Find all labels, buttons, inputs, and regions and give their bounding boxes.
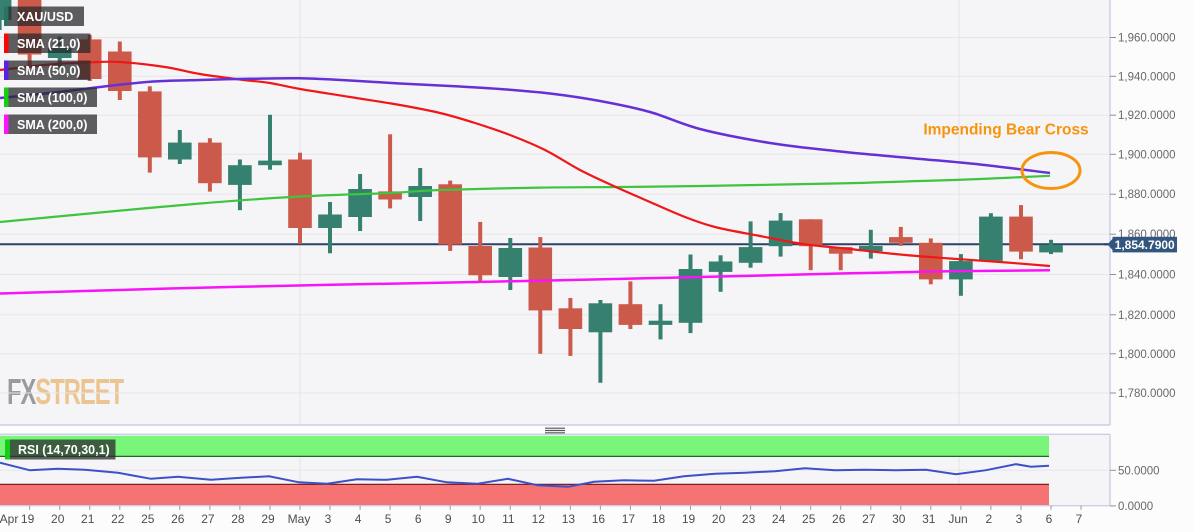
svg-text:Jun: Jun [948,512,967,526]
svg-text:1,854.7900: 1,854.7900 [1115,238,1175,252]
svg-text:1,840.0000: 1,840.0000 [1118,270,1176,282]
svg-text:27: 27 [201,512,215,526]
svg-text:25: 25 [802,512,816,526]
svg-text:30: 30 [892,512,906,526]
svg-text:26: 26 [832,512,846,526]
svg-text:1,960.0000: 1,960.0000 [1118,33,1176,45]
svg-text:Impending Bear Cross: Impending Bear Cross [923,122,1088,139]
svg-text:1,880.0000: 1,880.0000 [1118,189,1176,201]
svg-text:3: 3 [325,512,332,526]
svg-text:SMA (100,0): SMA (100,0) [17,91,87,105]
svg-text:7: 7 [1076,512,1083,526]
svg-text:SMA (50,0): SMA (50,0) [17,64,80,78]
svg-text:1,940.0000: 1,940.0000 [1118,71,1176,83]
svg-text:11: 11 [502,512,515,526]
svg-text:50.0000: 50.0000 [1118,465,1160,477]
svg-text:1,780.0000: 1,780.0000 [1118,388,1176,400]
svg-text:1,820.0000: 1,820.0000 [1118,310,1176,322]
svg-text:22: 22 [111,512,125,526]
svg-text:21: 21 [81,512,95,526]
svg-text:Apr: Apr [0,512,18,526]
svg-text:27: 27 [862,512,876,526]
svg-text:1,900.0000: 1,900.0000 [1118,149,1176,161]
svg-text:RSI (14,70,30,1): RSI (14,70,30,1) [18,443,110,457]
svg-text:20: 20 [51,512,65,526]
svg-text:19: 19 [682,512,696,526]
svg-text:6: 6 [415,512,422,526]
svg-text:25: 25 [141,512,155,526]
svg-text:13: 13 [562,512,576,526]
svg-text:May: May [288,512,311,526]
svg-text:26: 26 [171,512,185,526]
svg-text:20: 20 [712,512,726,526]
svg-text:23: 23 [742,512,756,526]
svg-text:17: 17 [622,512,636,526]
svg-text:9: 9 [445,512,452,526]
svg-text:1,800.0000: 1,800.0000 [1118,349,1176,361]
svg-text:31: 31 [922,512,936,526]
svg-text:4: 4 [355,512,362,526]
svg-text:FXSTREET: FXSTREET [7,372,124,412]
svg-text:12: 12 [532,512,546,526]
svg-text:3: 3 [1016,512,1023,526]
svg-text:2: 2 [986,512,993,526]
svg-text:0.0000: 0.0000 [1118,501,1153,513]
svg-text:1,920.0000: 1,920.0000 [1118,110,1176,122]
svg-text:18: 18 [652,512,666,526]
svg-text:24: 24 [772,512,786,526]
svg-text:10: 10 [472,512,486,526]
svg-text:6: 6 [1046,512,1053,526]
svg-text:29: 29 [261,512,275,526]
svg-text:19: 19 [21,512,35,526]
svg-text:16: 16 [592,512,606,526]
svg-text:SMA (21,0): SMA (21,0) [17,37,80,51]
svg-text:28: 28 [231,512,245,526]
svg-text:SMA (200,0): SMA (200,0) [17,118,87,132]
svg-text:5: 5 [385,512,392,526]
svg-text:XAU/USD: XAU/USD [17,10,73,24]
